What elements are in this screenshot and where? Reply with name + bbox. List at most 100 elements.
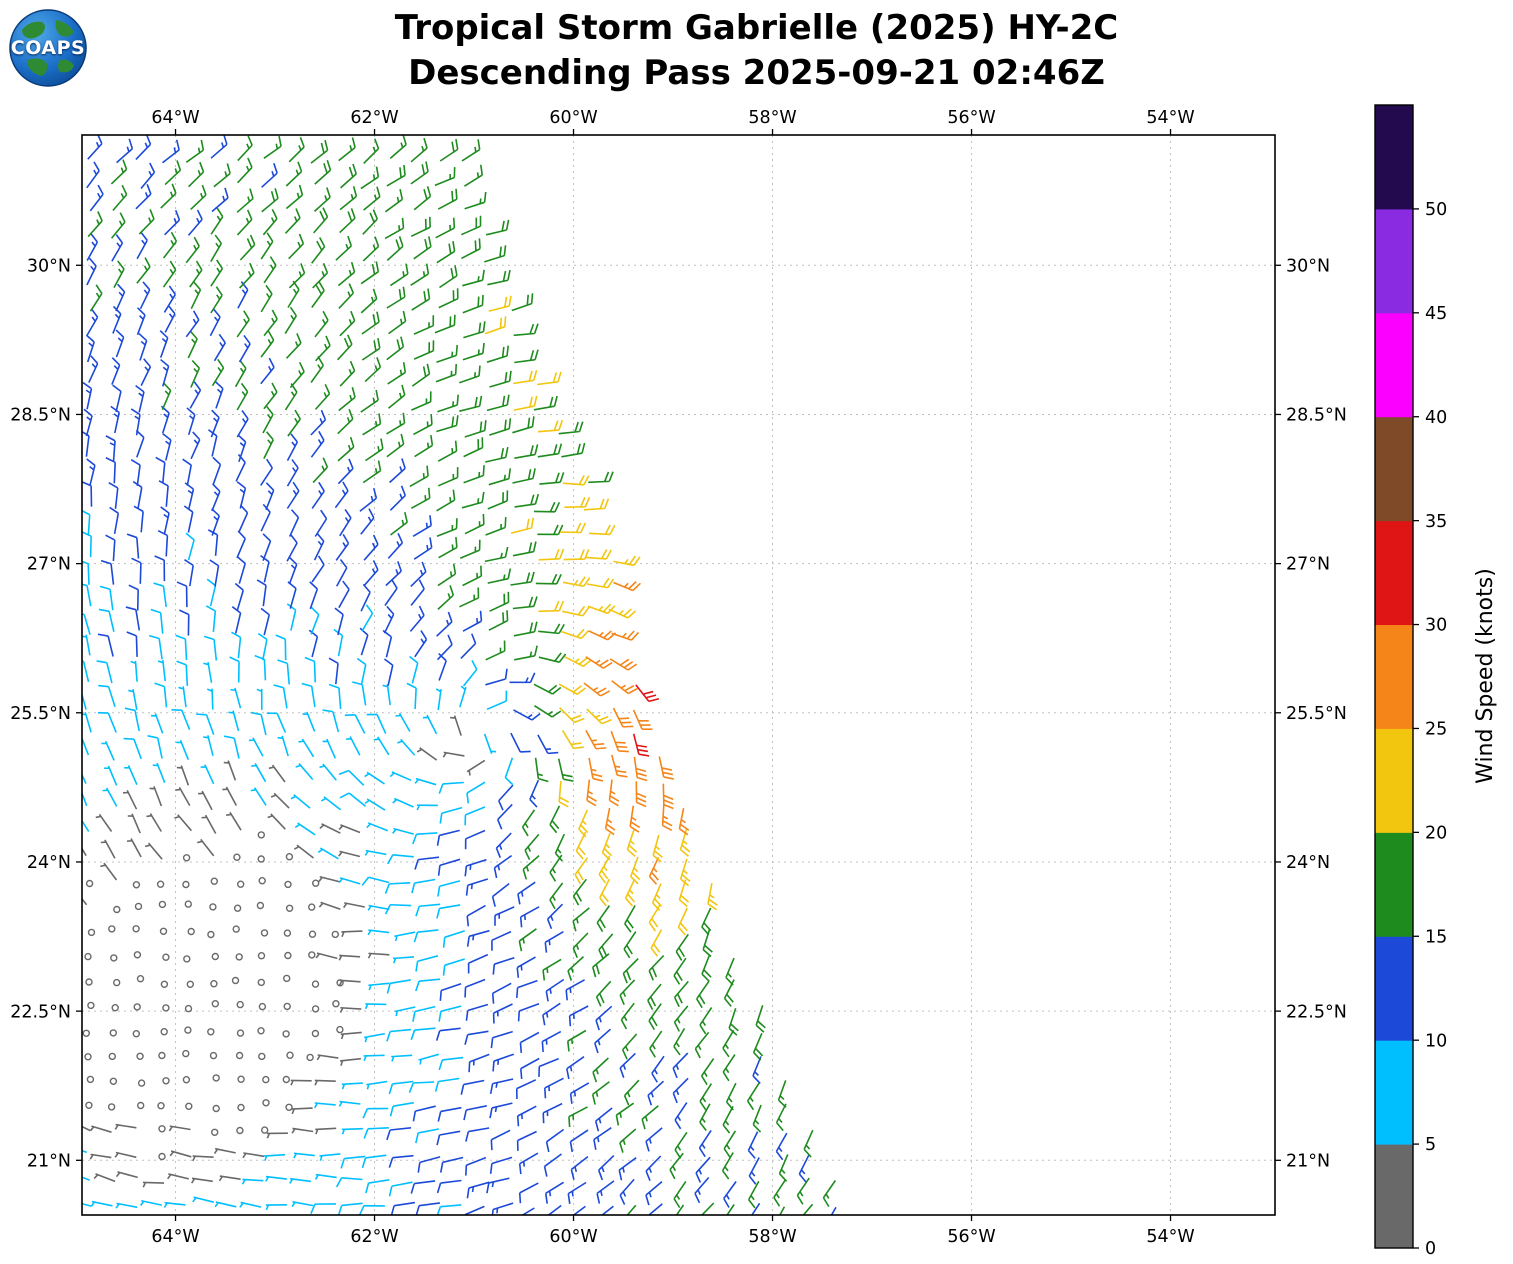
wind-barb xyxy=(82,509,91,536)
wind-barb xyxy=(206,578,217,607)
calm-circle xyxy=(258,1052,266,1061)
wind-barb xyxy=(112,384,122,412)
wind-barb xyxy=(822,1180,837,1208)
wind-barb xyxy=(673,1005,689,1032)
wind-barb xyxy=(410,161,429,185)
wind-barb xyxy=(211,483,221,512)
plot-border xyxy=(81,134,1276,1216)
wind-barb xyxy=(164,305,176,333)
wind-barb xyxy=(210,207,224,235)
wind-barb xyxy=(82,887,88,906)
wind-barb xyxy=(436,611,453,637)
wind-barb xyxy=(411,363,431,387)
wind-barb xyxy=(277,659,290,685)
wind-barb xyxy=(162,433,172,461)
wind-barb xyxy=(517,1003,540,1022)
calm-circle xyxy=(85,978,93,986)
wind-barb xyxy=(438,536,458,559)
wind-barb xyxy=(175,634,188,661)
wind-barb xyxy=(777,1080,787,1108)
wind-barb xyxy=(388,1154,414,1168)
wind-barb xyxy=(192,1155,214,1162)
wind-barb xyxy=(435,688,442,711)
wind-barb xyxy=(490,1030,513,1049)
wind-barb xyxy=(413,315,435,335)
wind-barb xyxy=(673,1027,686,1056)
calm-circle xyxy=(108,925,116,933)
calm-circle xyxy=(158,1152,166,1161)
wind-barb xyxy=(459,539,481,559)
wind-barb xyxy=(598,855,611,884)
wind-barb xyxy=(408,1081,435,1093)
wind-barb xyxy=(263,135,282,159)
wind-barb xyxy=(411,288,431,311)
wind-barb xyxy=(315,952,338,960)
wind-barb xyxy=(85,334,95,363)
wind-barb xyxy=(275,634,287,661)
wind-barb xyxy=(510,517,535,534)
wind-barb xyxy=(310,1203,337,1214)
wind-barb xyxy=(89,1153,112,1160)
wind-barb xyxy=(611,754,628,778)
wind-barb xyxy=(436,1179,462,1194)
wind-barb xyxy=(673,957,687,985)
wind-barb xyxy=(115,283,126,312)
wind-barb xyxy=(504,757,514,786)
wind-barb xyxy=(100,862,118,881)
wind-barb xyxy=(387,362,407,385)
wind-barb xyxy=(363,186,381,211)
wind-barb xyxy=(383,658,394,686)
wind-barb xyxy=(362,1107,389,1119)
wind-barb xyxy=(510,571,535,586)
wind-barb xyxy=(260,458,273,486)
wind-barb xyxy=(96,660,113,684)
wind-barb xyxy=(214,380,224,409)
wind-barb xyxy=(365,438,384,462)
wind-barb xyxy=(237,281,249,309)
wind-barb xyxy=(728,1008,739,1036)
wind-barb xyxy=(315,1127,337,1135)
wind-barb xyxy=(538,623,565,635)
wind-barb xyxy=(673,1180,687,1209)
calm-circle xyxy=(156,880,165,888)
wind-barb xyxy=(359,488,378,512)
wind-barb xyxy=(384,217,405,240)
wind-barb xyxy=(285,184,304,210)
wind-barb xyxy=(647,983,662,1011)
wind-barb xyxy=(515,1079,537,1100)
wind-barb xyxy=(515,979,538,998)
wind-barb xyxy=(512,370,538,385)
y-tick-label-right: 30°N xyxy=(1286,256,1330,276)
calm-circle xyxy=(236,1126,244,1135)
wind-barb xyxy=(116,138,134,164)
colorbar-label: Wind Speed (knots) xyxy=(1473,568,1498,784)
wind-barb xyxy=(386,412,406,435)
wind-barb xyxy=(467,953,489,974)
wind-barb xyxy=(138,332,148,361)
wind-barb xyxy=(487,269,511,286)
wind-barb xyxy=(641,1105,659,1130)
calm-circle xyxy=(107,1103,116,1111)
wind-barb xyxy=(386,164,406,187)
calm-circle xyxy=(231,976,240,985)
wind-barb xyxy=(363,560,379,587)
wind-barb xyxy=(459,685,467,708)
wind-barb xyxy=(338,824,361,834)
wind-barb xyxy=(622,958,639,984)
wind-barb xyxy=(486,219,510,236)
wind-barb xyxy=(382,629,393,658)
colorbar-band xyxy=(1375,624,1413,729)
wind-barb xyxy=(509,672,536,684)
y-tick-label-right: 22.5°N xyxy=(1286,1002,1347,1022)
wind-barb xyxy=(185,236,200,264)
wind-barb xyxy=(310,139,329,164)
calm-circle xyxy=(262,1075,270,1084)
plot-subtitle: Descending Pass 2025-09-21 02:46Z xyxy=(408,53,1105,93)
wind-barb xyxy=(649,1030,663,1058)
wind-barb xyxy=(339,208,356,234)
wind-barb xyxy=(288,556,298,585)
calm-circle xyxy=(87,928,96,937)
wind-barb xyxy=(670,1204,685,1215)
wind-barb xyxy=(162,139,180,164)
wind-barb xyxy=(621,1204,637,1215)
